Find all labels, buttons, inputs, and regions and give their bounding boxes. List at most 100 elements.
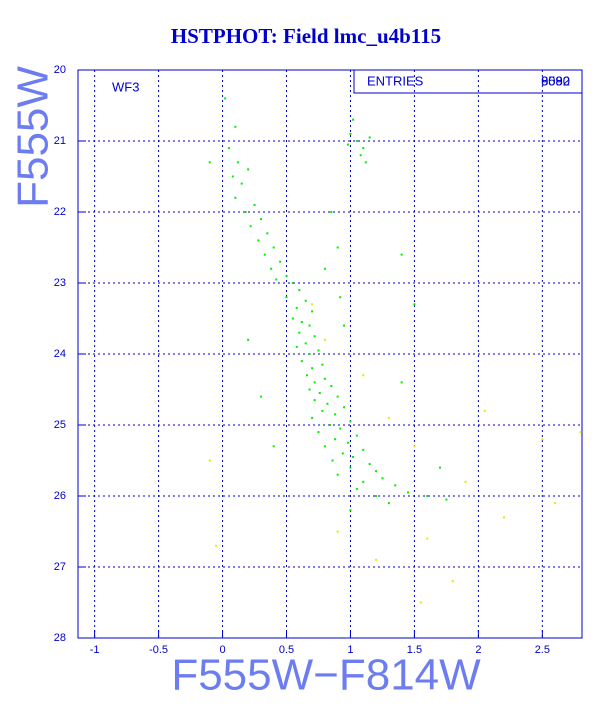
y-tick-label: 22 bbox=[54, 206, 66, 218]
point bbox=[349, 466, 352, 469]
point bbox=[311, 310, 314, 313]
point bbox=[355, 140, 358, 142]
point bbox=[413, 303, 416, 306]
x-tick-label: 1 bbox=[347, 644, 353, 656]
y-axis-label: F555W bbox=[9, 66, 58, 208]
point bbox=[400, 381, 403, 384]
point bbox=[502, 516, 505, 519]
point bbox=[240, 182, 243, 185]
point bbox=[323, 445, 326, 448]
point bbox=[313, 381, 316, 384]
point bbox=[352, 455, 355, 458]
point bbox=[343, 406, 346, 409]
point bbox=[330, 211, 333, 213]
point bbox=[426, 495, 429, 497]
point bbox=[308, 353, 311, 355]
point bbox=[313, 399, 316, 402]
point bbox=[305, 374, 308, 377]
y-tick-label: 26 bbox=[54, 490, 66, 502]
point bbox=[330, 384, 333, 387]
point bbox=[349, 420, 352, 423]
point bbox=[451, 580, 454, 583]
point bbox=[249, 225, 252, 228]
point bbox=[381, 477, 384, 480]
point bbox=[368, 136, 371, 139]
point bbox=[334, 438, 337, 441]
point bbox=[295, 345, 298, 348]
point bbox=[247, 168, 250, 171]
point bbox=[318, 392, 321, 395]
point bbox=[346, 143, 349, 146]
point bbox=[231, 175, 234, 178]
y-tick-label: 24 bbox=[54, 348, 66, 360]
point bbox=[279, 260, 282, 263]
x-axis-label: F555W−F814W bbox=[171, 651, 481, 700]
point bbox=[311, 303, 314, 306]
point bbox=[298, 331, 301, 334]
point bbox=[339, 427, 342, 430]
x-tick-label: 0.5 bbox=[279, 644, 294, 656]
point bbox=[311, 416, 314, 419]
y-tick-label: 23 bbox=[54, 277, 66, 289]
x-tick-label: 2.5 bbox=[535, 644, 550, 656]
point bbox=[300, 360, 303, 363]
point bbox=[362, 147, 365, 150]
point bbox=[323, 267, 326, 270]
point bbox=[308, 324, 311, 327]
y-tick-label: 25 bbox=[54, 419, 66, 431]
point bbox=[323, 338, 326, 341]
point bbox=[308, 388, 311, 391]
chart-title: HSTPHOT: Field lmc_u4b115 bbox=[171, 24, 441, 48]
point bbox=[266, 232, 269, 235]
stats-value: 9092 bbox=[541, 73, 570, 88]
y-tick-label: 27 bbox=[54, 561, 66, 573]
point bbox=[208, 161, 211, 164]
point bbox=[400, 253, 403, 256]
point bbox=[300, 321, 303, 324]
point bbox=[224, 97, 227, 100]
x-tick-label: 1.5 bbox=[407, 644, 422, 656]
point bbox=[334, 413, 337, 416]
point bbox=[483, 409, 486, 412]
point bbox=[321, 409, 324, 412]
point bbox=[445, 498, 448, 501]
point bbox=[387, 502, 390, 505]
point bbox=[364, 161, 367, 164]
point bbox=[439, 466, 442, 469]
point bbox=[349, 509, 352, 512]
point bbox=[304, 342, 307, 345]
point bbox=[244, 211, 247, 213]
point bbox=[298, 289, 301, 292]
point bbox=[329, 424, 331, 426]
point bbox=[272, 445, 275, 448]
x-tick-label: 2 bbox=[475, 644, 481, 656]
point bbox=[215, 544, 218, 547]
point bbox=[541, 438, 544, 441]
point bbox=[355, 487, 358, 490]
annotation: WF3 bbox=[112, 79, 139, 94]
point bbox=[375, 558, 378, 561]
point bbox=[285, 274, 288, 277]
point bbox=[362, 374, 365, 377]
point bbox=[464, 480, 467, 483]
point bbox=[234, 196, 237, 199]
point bbox=[313, 335, 316, 338]
point bbox=[304, 299, 307, 302]
point bbox=[321, 363, 324, 366]
point bbox=[426, 537, 429, 540]
y-tick-label: 28 bbox=[54, 632, 66, 644]
point bbox=[311, 367, 314, 370]
point bbox=[359, 154, 362, 157]
point bbox=[554, 502, 557, 505]
x-tick-label: 0 bbox=[219, 644, 225, 656]
y-tick-label: 21 bbox=[54, 135, 66, 147]
point bbox=[259, 218, 262, 221]
point bbox=[579, 431, 582, 434]
point bbox=[375, 495, 378, 497]
point bbox=[352, 118, 355, 121]
point bbox=[270, 267, 273, 270]
x-tick-label: -1 bbox=[90, 644, 100, 656]
point bbox=[341, 452, 344, 455]
point bbox=[272, 246, 275, 249]
